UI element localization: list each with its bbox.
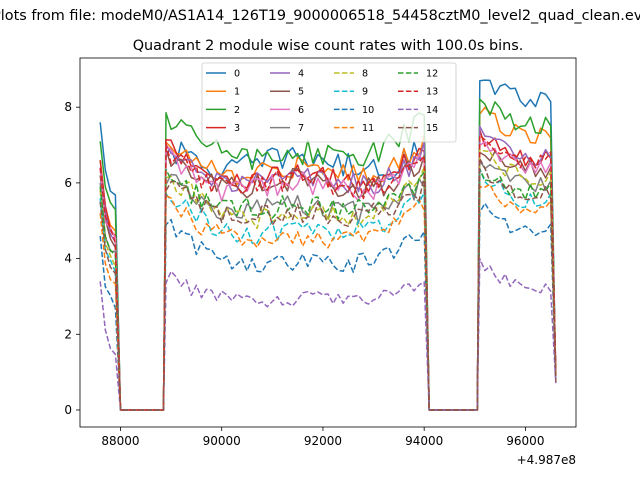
series-line-15 — [99, 157, 557, 411]
y-tick-label: 4 — [64, 252, 72, 266]
legend-label-11: 11 — [362, 123, 374, 134]
legend-label-0: 0 — [234, 69, 240, 80]
legend-label-2: 2 — [234, 105, 240, 116]
x-tick-label: 94000 — [405, 434, 443, 448]
legend-label-3: 3 — [234, 123, 240, 134]
series-layer — [99, 79, 557, 411]
y-tick-label: 0 — [64, 403, 72, 417]
legend-label-15: 15 — [426, 123, 438, 134]
x-offset-label: +4.987e8 — [517, 453, 576, 467]
legend-label-12: 12 — [426, 69, 438, 80]
legend-label-7: 7 — [298, 123, 304, 134]
legend-label-10: 10 — [362, 105, 374, 116]
legend-label-13: 13 — [426, 87, 438, 98]
legend-box — [201, 62, 457, 143]
y-tick-label: 8 — [64, 100, 72, 114]
legend-label-1: 1 — [234, 87, 240, 98]
axis-layer: 88000 90000 92000 94000 96000 0 2 4 6 8 — [64, 100, 544, 448]
x-tick-label: 96000 — [506, 434, 544, 448]
legend-label-5: 5 — [298, 87, 304, 98]
series-line-10 — [99, 202, 557, 411]
series-line-12 — [99, 168, 557, 411]
x-tick-label: 88000 — [101, 434, 139, 448]
y-tick-label: 6 — [64, 176, 72, 190]
series-line-8 — [99, 148, 557, 411]
legend-label-14: 14 — [426, 105, 438, 116]
x-tick-label: 90000 — [203, 434, 241, 448]
series-line-3 — [99, 129, 557, 411]
legend-label-4: 4 — [298, 69, 304, 80]
y-tick-label: 2 — [64, 327, 72, 341]
series-line-9 — [99, 168, 557, 411]
figure-suptitle: Plots from file: modeM0/AS1A14_126T19_90… — [0, 8, 640, 24]
x-tick-label: 92000 — [304, 434, 342, 448]
chart-title: Quadrant 2 module wise count rates with … — [133, 38, 524, 54]
plot-frame — [79, 57, 577, 428]
series-line-11 — [99, 183, 557, 411]
legend-label-9: 9 — [362, 87, 368, 98]
series-line-5 — [99, 148, 557, 411]
legend-label-6: 6 — [298, 105, 304, 116]
series-line-14 — [99, 257, 557, 411]
legend-label-8: 8 — [362, 69, 368, 80]
